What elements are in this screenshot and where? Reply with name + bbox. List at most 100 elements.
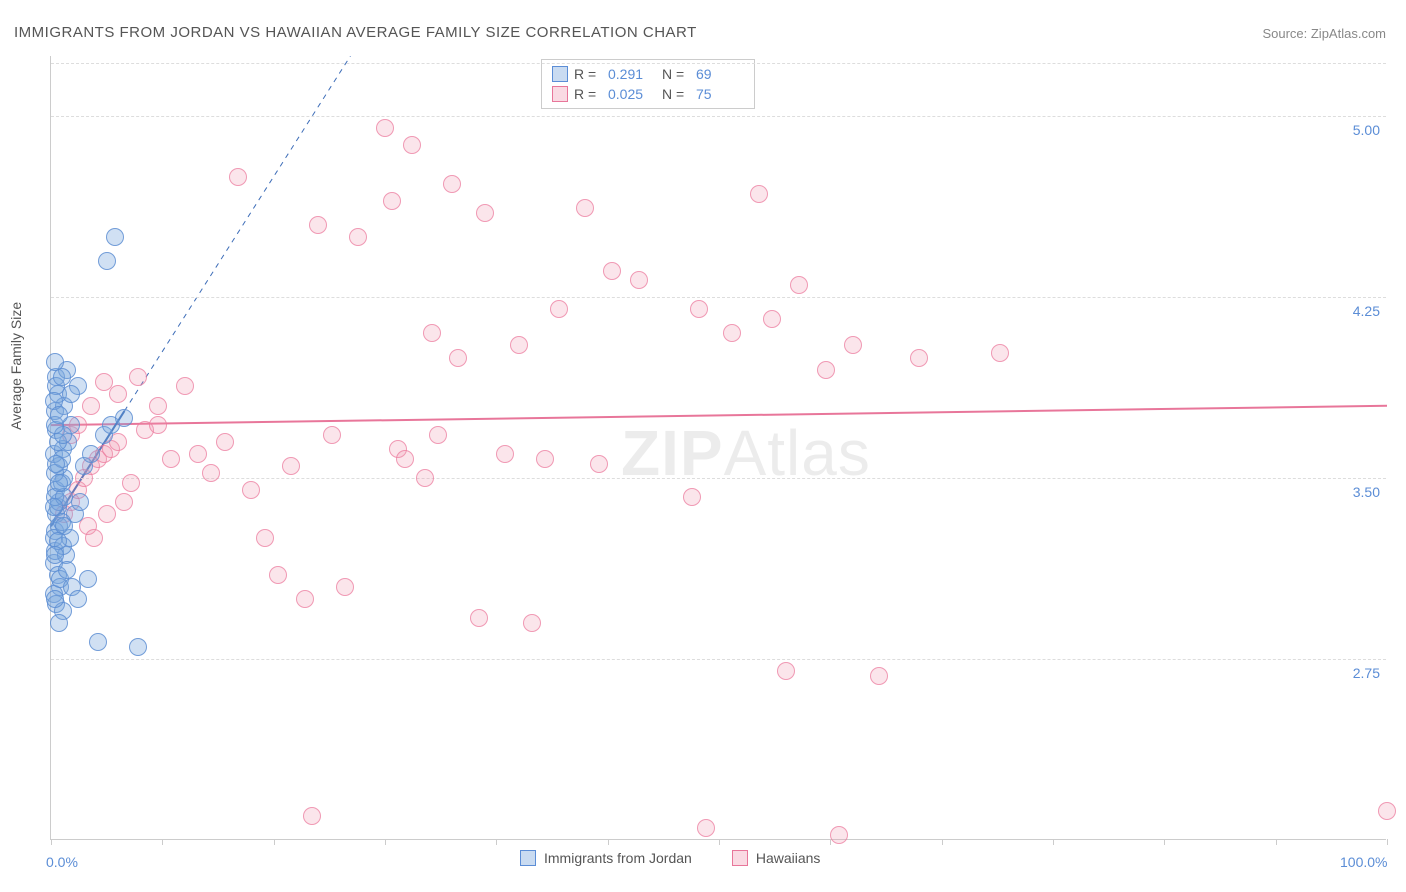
- y-axis-label: Average Family Size: [8, 302, 24, 430]
- scatter-point: [122, 474, 140, 492]
- legend-r-value: 0.291: [608, 66, 656, 82]
- scatter-point: [115, 493, 133, 511]
- scatter-point: [403, 136, 421, 154]
- legend-n-label: N =: [662, 86, 690, 102]
- x-tick-mark: [719, 839, 720, 845]
- scatter-point: [109, 385, 127, 403]
- scatter-point: [443, 175, 461, 193]
- scatter-point: [129, 638, 147, 656]
- scatter-point: [476, 204, 494, 222]
- grid-line: [51, 297, 1386, 298]
- x-axis-label: 100.0%: [1340, 854, 1387, 870]
- scatter-point: [603, 262, 621, 280]
- legend-r-label: R =: [574, 86, 602, 102]
- scatter-point: [47, 455, 65, 473]
- legend-swatch: [732, 850, 748, 866]
- scatter-point: [46, 546, 64, 564]
- legend-correlation-box: R =0.291N =69R =0.025N =75: [541, 59, 755, 109]
- scatter-point: [536, 450, 554, 468]
- scatter-point: [449, 349, 467, 367]
- scatter-point: [202, 464, 220, 482]
- y-tick-label: 5.00: [1353, 122, 1380, 138]
- legend-swatch: [552, 66, 568, 82]
- scatter-point: [242, 481, 260, 499]
- scatter-point: [45, 498, 63, 516]
- grid-line: [51, 478, 1386, 479]
- y-tick-label: 2.75: [1353, 665, 1380, 681]
- x-tick-mark: [51, 839, 52, 845]
- x-tick-mark: [608, 839, 609, 845]
- scatter-point: [282, 457, 300, 475]
- y-tick-label: 3.50: [1353, 484, 1380, 500]
- scatter-point: [723, 324, 741, 342]
- legend-bottom: Immigrants from JordanHawaiians: [520, 850, 820, 866]
- legend-n-label: N =: [662, 66, 690, 82]
- scatter-point: [423, 324, 441, 342]
- scatter-point: [98, 505, 116, 523]
- legend-label: Immigrants from Jordan: [544, 850, 692, 866]
- scatter-point: [910, 349, 928, 367]
- scatter-point: [69, 590, 87, 608]
- scatter-point: [85, 529, 103, 547]
- scatter-point: [50, 614, 68, 632]
- scatter-point: [750, 185, 768, 203]
- scatter-point: [89, 633, 107, 651]
- scatter-point: [58, 561, 76, 579]
- legend-r-value: 0.025: [608, 86, 656, 102]
- scatter-point: [690, 300, 708, 318]
- scatter-point: [383, 192, 401, 210]
- scatter-point: [189, 445, 207, 463]
- scatter-point: [162, 450, 180, 468]
- scatter-point: [683, 488, 701, 506]
- x-tick-mark: [1164, 839, 1165, 845]
- scatter-point: [991, 344, 1009, 362]
- legend-row: R = 0.291 N = 69: [552, 64, 744, 84]
- chart-title: IMMIGRANTS FROM JORDAN VS HAWAIIAN AVERA…: [14, 24, 697, 41]
- scatter-point: [46, 590, 64, 608]
- scatter-point: [82, 397, 100, 415]
- scatter-point: [176, 377, 194, 395]
- scatter-point: [79, 570, 97, 588]
- scatter-point: [496, 445, 514, 463]
- legend-r-label: R =: [574, 66, 602, 82]
- scatter-point: [777, 662, 795, 680]
- scatter-point: [817, 361, 835, 379]
- scatter-point: [149, 416, 167, 434]
- scatter-point: [296, 590, 314, 608]
- scatter-point: [830, 826, 848, 844]
- scatter-point: [50, 406, 68, 424]
- scatter-point: [216, 433, 234, 451]
- x-tick-mark: [1276, 839, 1277, 845]
- legend-n-value: 69: [696, 66, 744, 82]
- scatter-point: [550, 300, 568, 318]
- scatter-point: [269, 566, 287, 584]
- scatter-point: [229, 168, 247, 186]
- x-tick-mark: [274, 839, 275, 845]
- scatter-point: [630, 271, 648, 289]
- scatter-point: [697, 819, 715, 837]
- scatter-point: [763, 310, 781, 328]
- x-tick-mark: [496, 839, 497, 845]
- scatter-point: [303, 807, 321, 825]
- scatter-point: [82, 445, 100, 463]
- legend-item: Immigrants from Jordan: [520, 850, 692, 866]
- x-tick-mark: [162, 839, 163, 845]
- scatter-point: [50, 474, 68, 492]
- plot-area: ZIPAtlas R =0.291N =69R =0.025N =75 2.75…: [50, 56, 1386, 840]
- scatter-point: [106, 228, 124, 246]
- scatter-point: [510, 336, 528, 354]
- scatter-point: [376, 119, 394, 137]
- scatter-point: [129, 368, 147, 386]
- scatter-point: [149, 397, 167, 415]
- scatter-point: [416, 469, 434, 487]
- legend-swatch: [520, 850, 536, 866]
- scatter-point: [1378, 802, 1396, 820]
- scatter-point: [396, 450, 414, 468]
- x-tick-mark: [385, 839, 386, 845]
- trend-lines: [51, 56, 1387, 840]
- grid-line: [51, 63, 1386, 64]
- y-tick-label: 4.25: [1353, 303, 1380, 319]
- legend-row: R =0.025N =75: [552, 84, 744, 104]
- scatter-point: [336, 578, 354, 596]
- x-tick-mark: [1053, 839, 1054, 845]
